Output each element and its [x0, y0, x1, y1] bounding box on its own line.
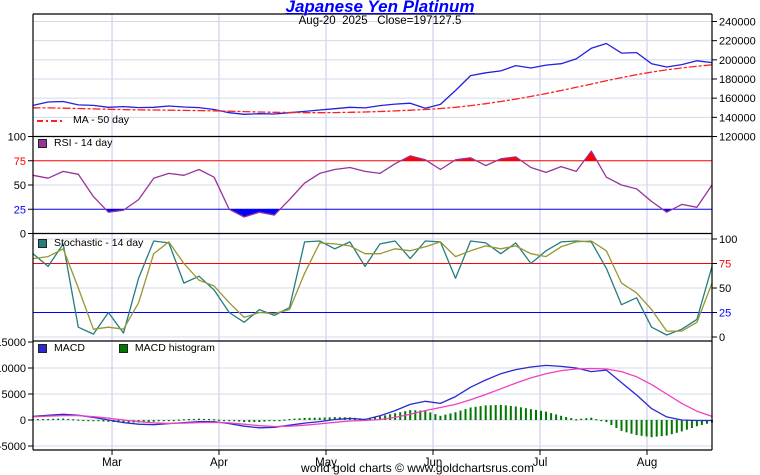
- rsi-legend: RSI - 14 day: [38, 138, 112, 149]
- svg-text:May: May: [315, 457, 337, 469]
- macd-histogram-swatch-icon: [118, 344, 128, 353]
- svg-text:0: 0: [20, 229, 26, 241]
- svg-text:0: 0: [20, 415, 26, 427]
- macd-swatch-icon: [38, 344, 47, 353]
- svg-text:Apr: Apr: [210, 457, 228, 469]
- macd-histogram-legend-label: MACD histogram: [134, 342, 215, 354]
- svg-text:220000: 220000: [719, 36, 756, 48]
- svg-text:25: 25: [14, 204, 26, 216]
- macd-legend: MACD MACD histogram: [38, 343, 215, 354]
- svg-text:100: 100: [719, 234, 737, 246]
- svg-text:25: 25: [719, 308, 731, 320]
- svg-text:15000: 15000: [0, 337, 26, 349]
- svg-text:-5000: -5000: [0, 441, 26, 453]
- chart-subtitle: Aug-20 2025 Close=197127.5: [298, 15, 462, 27]
- svg-text:140000: 140000: [719, 112, 756, 124]
- ma-legend: MA - 50 day: [36, 115, 129, 126]
- chart-title: Japanese Yen Platinum: [285, 0, 475, 16]
- svg-text:180000: 180000: [719, 74, 756, 86]
- svg-text:100: 100: [8, 132, 26, 144]
- svg-text:10000: 10000: [0, 363, 26, 375]
- svg-text:Aug: Aug: [637, 457, 657, 469]
- svg-text:Mar: Mar: [102, 457, 122, 469]
- stochastic-swatch-icon: [38, 239, 47, 248]
- svg-text:50: 50: [14, 180, 26, 192]
- svg-text:75: 75: [719, 259, 731, 271]
- svg-text:160000: 160000: [719, 93, 756, 105]
- stochastic-legend: Stochastic - 14 day: [38, 238, 143, 249]
- svg-text:240000: 240000: [719, 17, 756, 29]
- svg-text:75: 75: [14, 156, 26, 168]
- svg-text:Jun: Jun: [424, 457, 443, 469]
- rsi-legend-label: RSI - 14 day: [54, 137, 113, 149]
- svg-text:50: 50: [719, 283, 731, 295]
- svg-text:Jul: Jul: [533, 457, 548, 469]
- ma-legend-label: MA - 50 day: [73, 114, 130, 126]
- svg-text:0: 0: [719, 332, 725, 344]
- svg-text:120000: 120000: [719, 132, 756, 144]
- svg-text:200000: 200000: [719, 55, 756, 67]
- stochastic-legend-label: Stochastic - 14 day: [54, 237, 144, 249]
- svg-text:5000: 5000: [2, 389, 26, 401]
- rsi-swatch-icon: [38, 139, 47, 148]
- macd-legend-label: MACD: [54, 342, 85, 354]
- ma-dashdot-icon: [37, 119, 65, 122]
- footer-credit: world gold charts © www.goldchartsrus.co…: [301, 461, 534, 475]
